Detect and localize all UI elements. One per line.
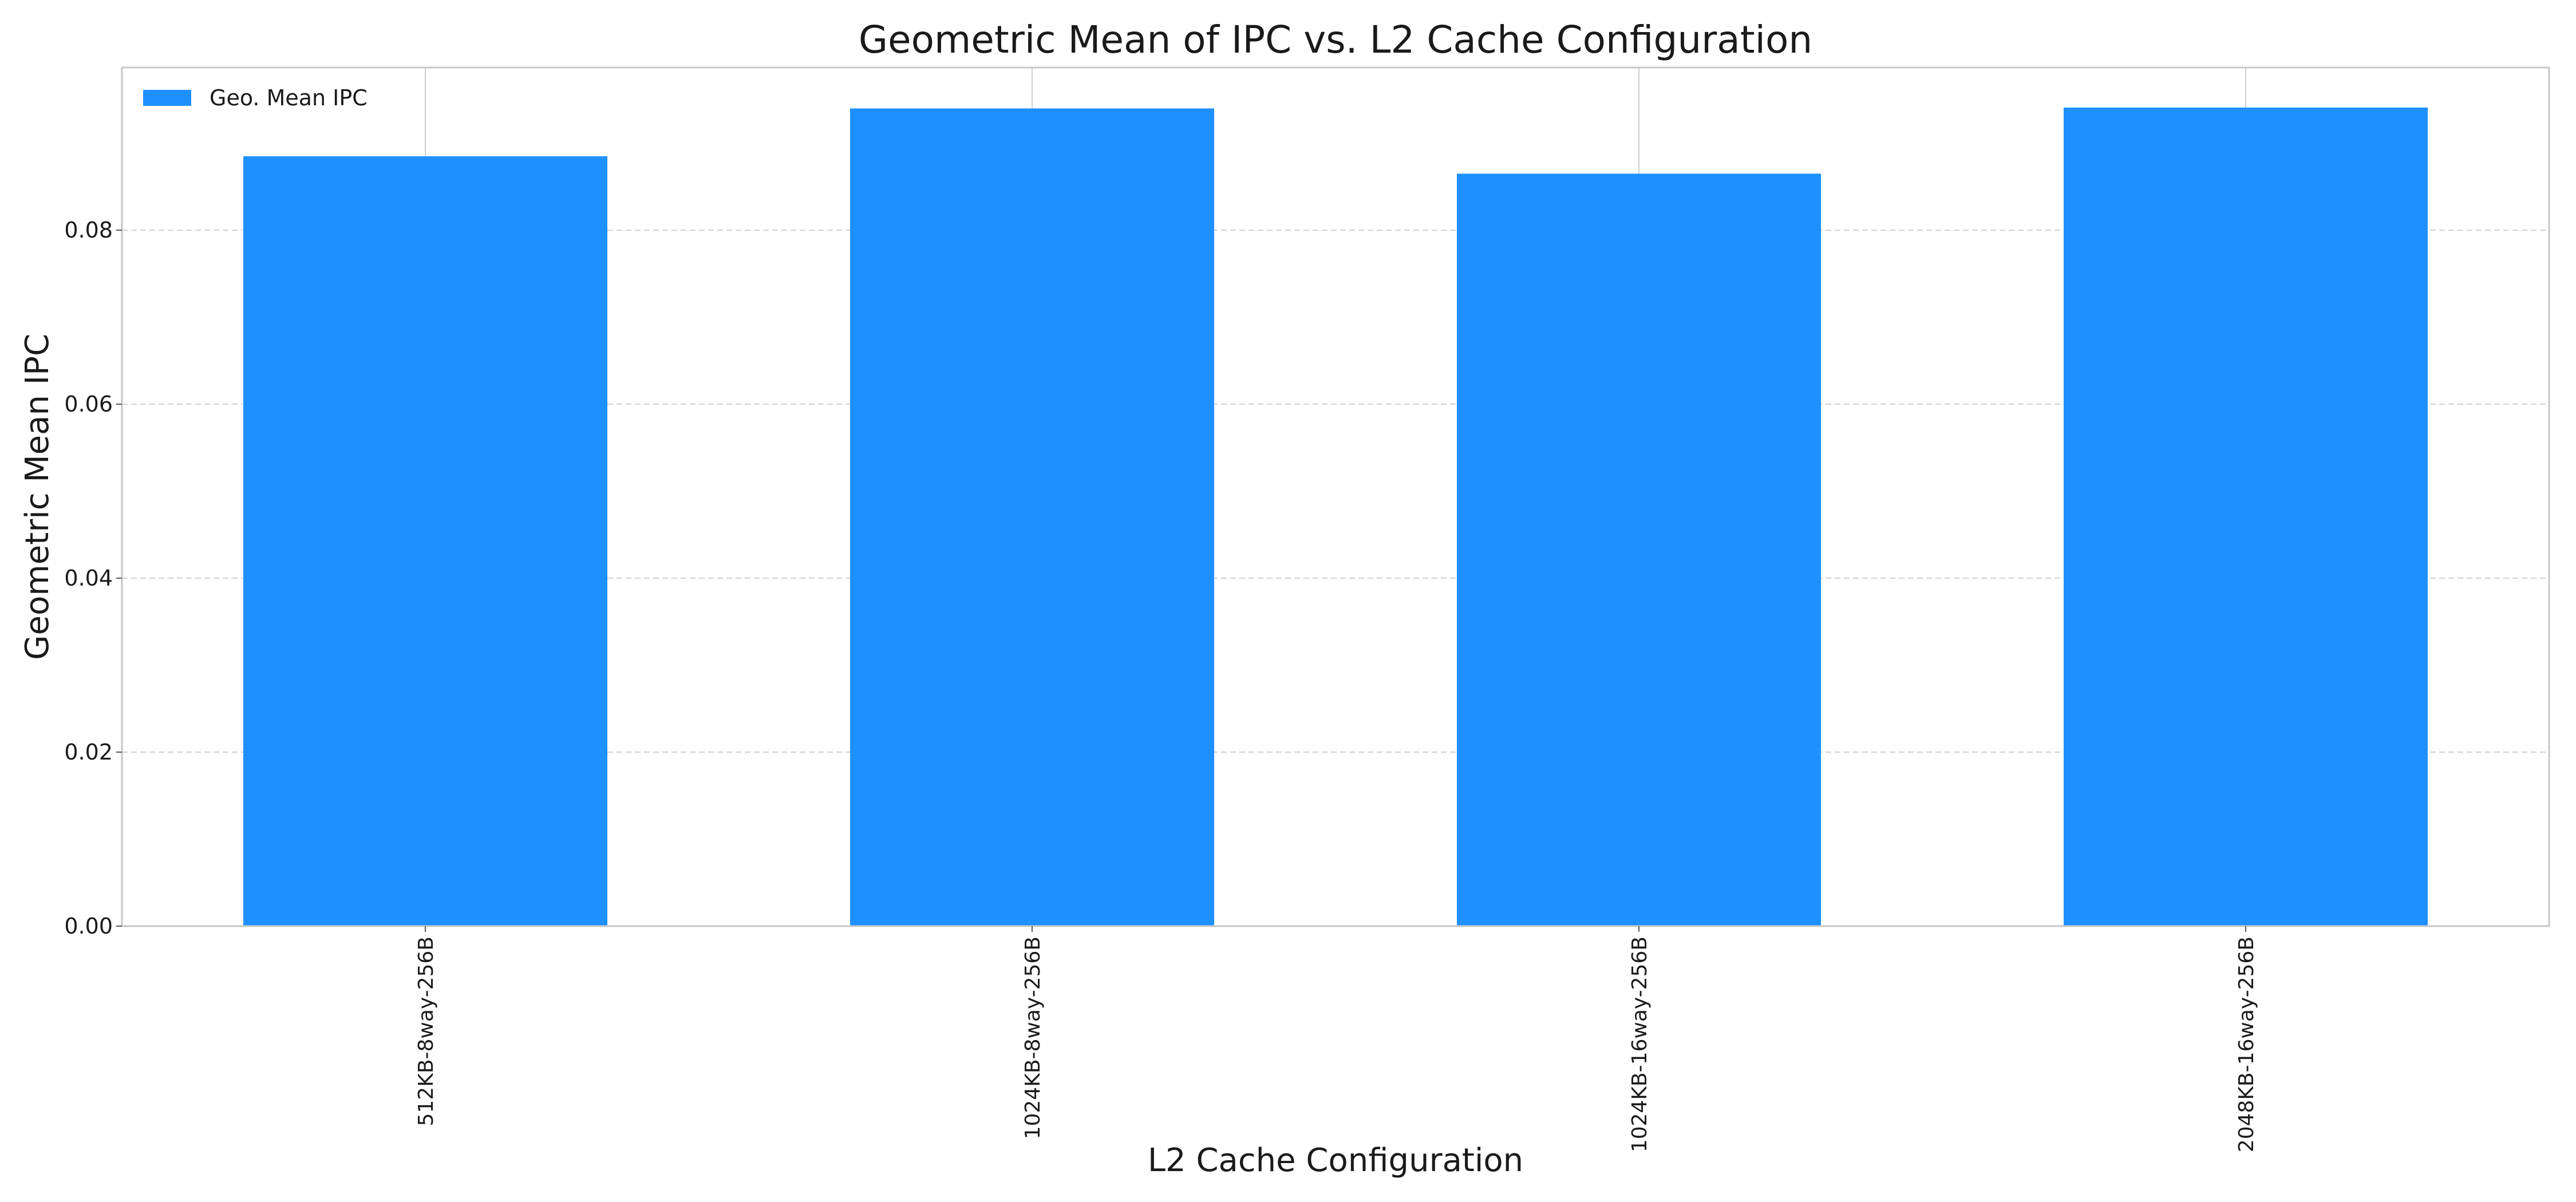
y-axis-label: Geometric Mean IPC xyxy=(19,334,56,660)
x-tick-label-0: 512KB-8way-256B xyxy=(414,936,438,1126)
x-axis-ticks: 512KB-8way-256B 1024KB-8way-256B 1024KB-16… xyxy=(414,926,2258,1152)
legend-label: Geo. Mean IPC xyxy=(210,85,368,110)
legend-swatch xyxy=(143,90,191,106)
bar-0 xyxy=(243,156,607,927)
y-tick-label-2: 0.04 xyxy=(64,566,113,591)
y-tick-label-0: 0.00 xyxy=(64,914,113,939)
x-tick-label-3: 2048KB-16way-256B xyxy=(2235,936,2258,1152)
bar-2 xyxy=(1457,173,1821,926)
x-tick-label-1: 1024KB-8way-256B xyxy=(1021,936,1045,1139)
bar-3 xyxy=(2064,107,2428,926)
legend: Geo. Mean IPC xyxy=(143,85,368,110)
x-tick-label-2: 1024KB-16way-256B xyxy=(1628,936,1652,1152)
y-tick-label-4: 0.08 xyxy=(64,218,113,243)
y-tick-label-3: 0.06 xyxy=(64,392,113,417)
y-axis-ticks: 0.00 0.02 0.04 0.06 0.08 xyxy=(64,218,122,939)
chart-title: Geometric Mean of IPC vs. L2 Cache Confi… xyxy=(859,18,1812,62)
plot-frame xyxy=(121,66,2550,927)
x-axis-label: L2 Cache Configuration xyxy=(1148,1142,1523,1179)
y-tick-label-1: 0.02 xyxy=(64,740,113,765)
bar-1 xyxy=(850,108,1214,926)
bars xyxy=(243,107,2428,927)
